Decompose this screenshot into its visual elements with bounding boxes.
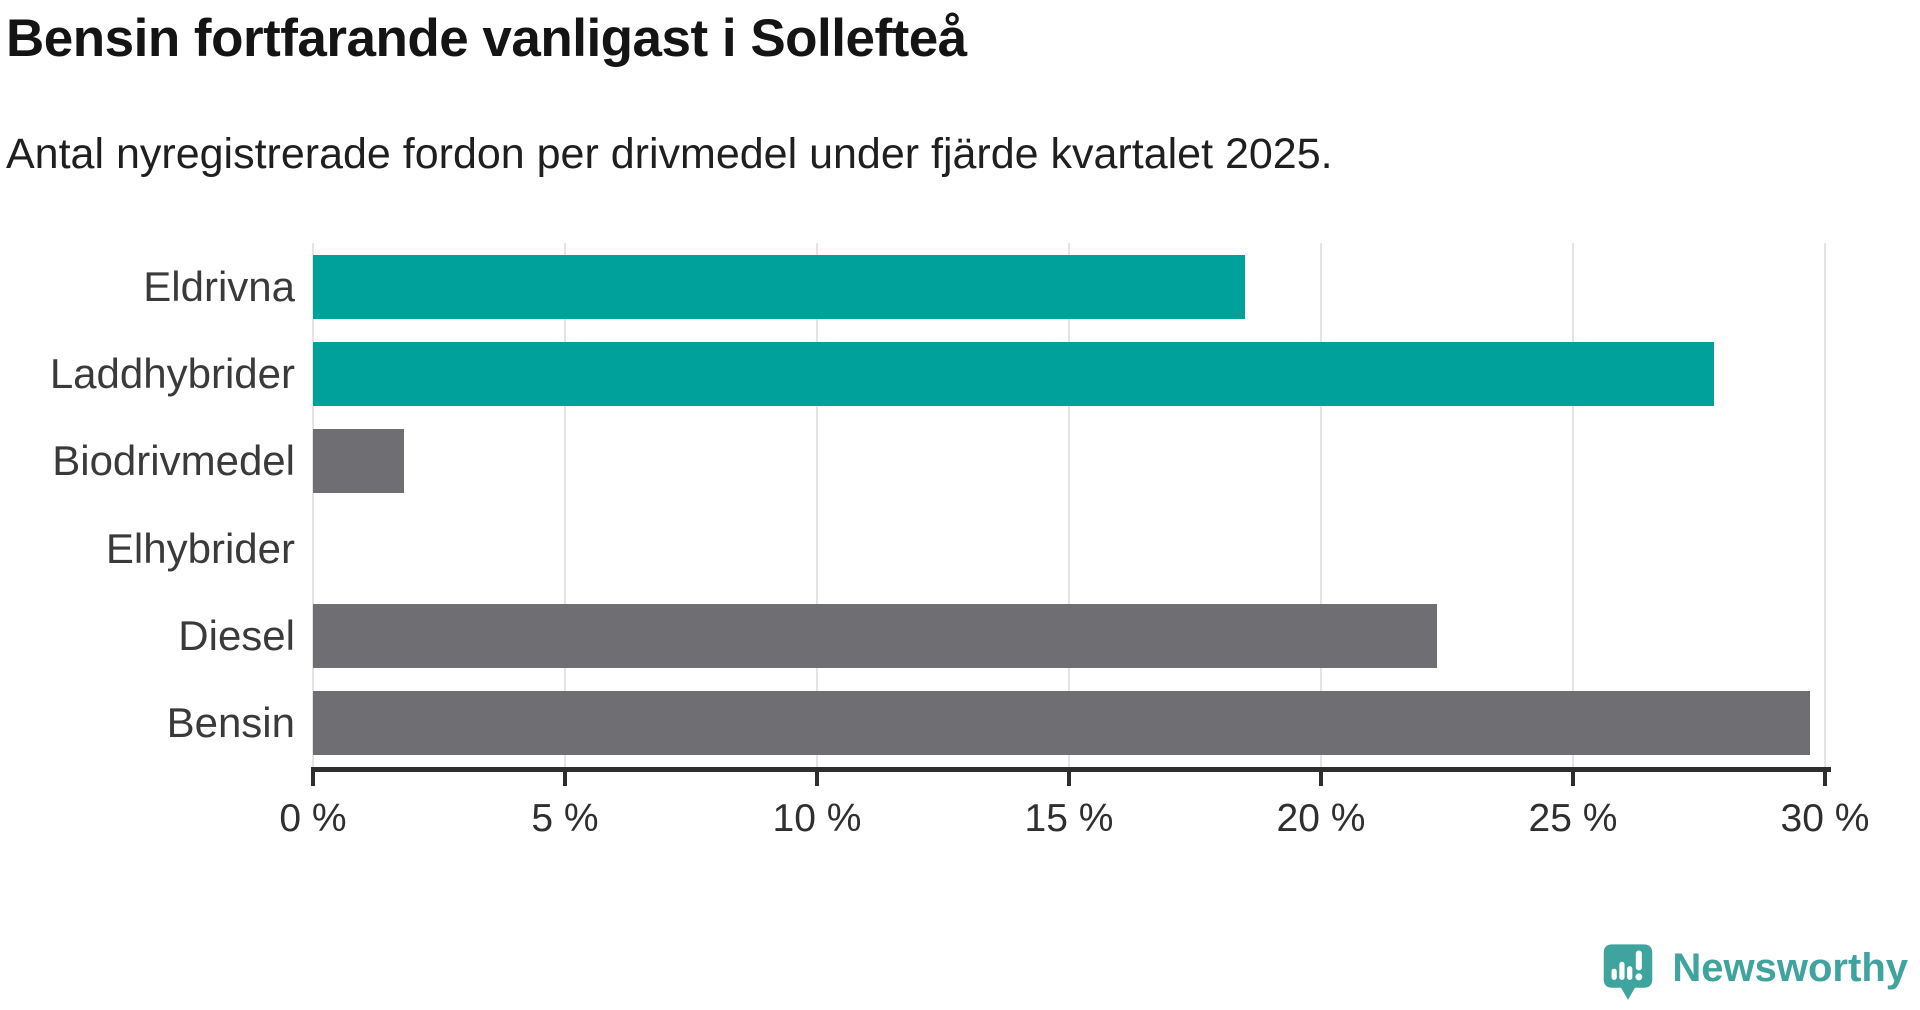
x-axis-tick-label: 0 % <box>279 797 347 840</box>
category-label: Elhybrider <box>105 524 295 572</box>
gridline <box>1068 243 1070 767</box>
x-axis-tick-label: 15 % <box>1024 797 1114 840</box>
gridline <box>312 243 314 767</box>
x-axis-line <box>311 767 1831 772</box>
x-axis-tick <box>1571 772 1575 786</box>
chart-subtitle: Antal nyregistrerade fordon per drivmede… <box>6 130 1333 178</box>
category-label: Biodrivmedel <box>52 437 295 485</box>
bar-eldrivna <box>313 254 1246 319</box>
newsworthy-logo-text: Newsworthy <box>1672 945 1908 990</box>
x-axis-tick-label: 25 % <box>1528 797 1618 840</box>
bar-diesel <box>313 604 1437 668</box>
x-axis-tick <box>1823 772 1827 786</box>
x-axis-tick-label: 20 % <box>1276 797 1366 840</box>
x-axis-tick <box>1067 772 1071 786</box>
gridline <box>1824 243 1826 767</box>
x-axis-tick-label: 30 % <box>1780 797 1870 840</box>
gridline <box>1320 243 1322 767</box>
x-axis-tick <box>1319 772 1323 786</box>
gridline <box>1572 243 1574 767</box>
x-axis-tick <box>311 772 315 786</box>
bar-laddhybrider <box>313 342 1715 406</box>
x-axis-tick-label: 5 % <box>531 797 599 840</box>
bar-bensin <box>313 691 1810 756</box>
gridline <box>816 243 818 767</box>
x-axis-tick <box>815 772 819 786</box>
x-axis-tick-label: 10 % <box>772 797 862 840</box>
bar-biodrivmedel <box>313 429 404 494</box>
category-label: Laddhybrider <box>49 350 295 397</box>
category-label: Diesel <box>178 612 295 659</box>
chart-title: Bensin fortfarande vanligast i Sollefteå <box>6 9 967 68</box>
newsworthy-branding: Newsworthy <box>1602 940 1908 1006</box>
newsworthy-bubble-chart-icon <box>1604 944 1653 1000</box>
category-label: Bensin <box>166 699 295 747</box>
category-label: Eldrivna <box>143 262 295 310</box>
x-axis-tick <box>563 772 567 786</box>
gridline <box>564 243 566 767</box>
